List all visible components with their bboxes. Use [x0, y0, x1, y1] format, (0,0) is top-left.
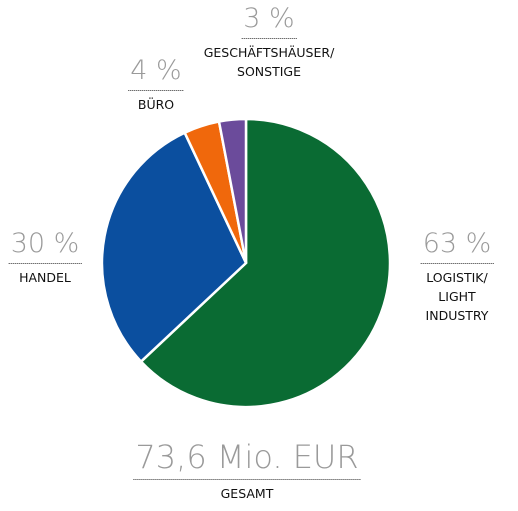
category-label: LOGISTIK/ LIGHT INDUSTRY	[425, 270, 489, 323]
category-label: BÜRO	[137, 97, 175, 112]
total-label: 73,6 Mio. EUR	[133, 438, 361, 480]
category-label: HANDEL	[19, 270, 71, 285]
category-label: GESCHÄFTSHÄUSER/ SONSTIGE	[203, 45, 335, 79]
total-caption: GESAMT	[220, 486, 274, 501]
percent-label: 4 %	[128, 55, 184, 91]
pie-slice	[139, 117, 392, 409]
percent-label: 63 %	[420, 228, 494, 264]
pie-slice	[100, 131, 248, 364]
slice-label: 3 % GESCHÄFTSHÄUSER/ SONSTIGE	[204, 3, 335, 81]
slice-label: 63 % LOGISTIK/ LIGHT INDUSTRY	[420, 228, 494, 325]
percent-label: 30 %	[8, 228, 82, 264]
pie-slice	[217, 117, 248, 264]
percent-label: 3 %	[241, 3, 297, 39]
slice-label: 4 % BÜRO	[128, 55, 184, 114]
total-block: 73,6 Mio. EUR GESAMT	[133, 438, 361, 503]
slice-label: 30 % HANDEL	[8, 228, 82, 287]
